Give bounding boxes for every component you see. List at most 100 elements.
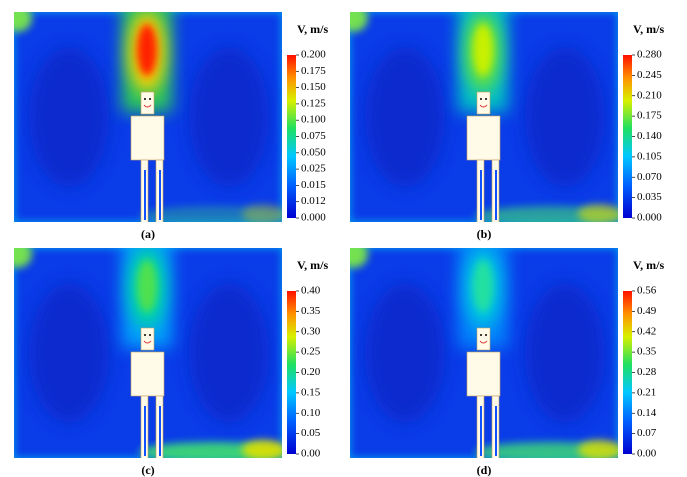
leg-gap <box>480 406 482 456</box>
vortex <box>525 283 605 423</box>
plume-core <box>137 260 157 312</box>
colorbar-tick-label: 0.20 <box>301 366 321 378</box>
panel-label: (d) <box>477 463 492 477</box>
head <box>140 91 155 115</box>
eye <box>149 98 151 100</box>
eye <box>144 334 146 336</box>
colorbar-tick-label: 0.07 <box>637 427 657 439</box>
colorbar-tick-label: 0.200 <box>301 49 326 61</box>
leg-gap <box>159 170 161 220</box>
colorbar-tick-label: 0.150 <box>301 81 326 93</box>
plume-core <box>473 24 493 76</box>
colorbar-tick-label: 0.35 <box>301 305 321 317</box>
eye <box>144 98 146 100</box>
field <box>350 12 618 222</box>
colorbar-tick-label: 0.012 <box>301 195 326 207</box>
vortex <box>29 47 109 187</box>
colorbar <box>287 291 296 454</box>
field <box>14 248 282 458</box>
colorbar-title: V, m/s <box>297 258 328 272</box>
colorbar-tick-label: 0.035 <box>637 191 662 203</box>
colorbar-tick-label: 0.000 <box>301 212 326 224</box>
leg-gap <box>495 406 497 456</box>
panel-label: (c) <box>141 463 154 477</box>
colorbar-tick-label: 0.280 <box>637 49 662 61</box>
colorbar-tick-label: 0.42 <box>637 325 656 337</box>
colorbar-tick-label: 0.05 <box>301 427 321 439</box>
eye <box>485 334 487 336</box>
colorbar-title: V, m/s <box>633 22 664 36</box>
colorbar-tick-label: 0.15 <box>301 386 321 398</box>
colorbar-title: V, m/s <box>297 22 328 36</box>
leg-gap <box>144 170 146 220</box>
floor-flow <box>242 204 282 222</box>
vortex <box>365 283 445 423</box>
vortex <box>525 47 605 187</box>
colorbar-tick-label: 0.175 <box>301 65 326 77</box>
colorbar <box>623 291 632 454</box>
colorbar-tick-label: 0.100 <box>301 114 326 126</box>
head <box>476 91 491 115</box>
colorbar-tick-label: 0.125 <box>301 97 326 109</box>
leg-gap <box>480 170 482 220</box>
colorbar-tick-label: 0.10 <box>301 407 321 419</box>
panel: V, m/s 0.280 0.245 0.210 0.175 0.140 0.105 0.07… <box>350 12 664 241</box>
corner-flow <box>350 248 368 268</box>
body <box>466 351 501 397</box>
leg-gap <box>159 406 161 456</box>
colorbar-tick-label: 0.40 <box>301 285 321 297</box>
field <box>14 12 282 222</box>
body <box>130 115 165 161</box>
vortex <box>189 283 269 423</box>
mouth <box>143 104 152 108</box>
colorbar <box>287 55 296 218</box>
corner-flow <box>350 12 368 32</box>
colorbar-tick-label: 0.210 <box>637 89 662 101</box>
panel: V, m/s 0.40 0.35 0.30 0.25 0.20 0.15 0.10 0.05 0.… <box>14 248 328 477</box>
colorbar-tick-label: 0.105 <box>637 150 662 162</box>
plume-core <box>137 24 157 76</box>
colorbar-tick-label: 0.025 <box>301 163 326 175</box>
colorbar-tick-label: 0.49 <box>637 305 657 317</box>
colorbar-tick-label: 0.14 <box>637 407 657 419</box>
panel: V, m/s 0.200 0.175 0.150 0.125 0.100 0.075 0.05… <box>14 12 328 241</box>
mouth <box>479 340 488 344</box>
mouth <box>143 340 152 344</box>
panel-label: (a) <box>141 227 155 241</box>
colorbar-tick-label: 0.25 <box>301 346 321 358</box>
head <box>476 327 491 351</box>
leg-gap <box>144 406 146 456</box>
colorbar-tick-label: 0.00 <box>301 448 321 460</box>
colorbar-tick-label: 0.070 <box>637 171 662 183</box>
colorbar-tick-label: 0.56 <box>637 285 657 297</box>
corner-flow <box>14 248 32 268</box>
colorbar-tick-label: 0.30 <box>301 325 321 337</box>
floor-flow <box>578 204 618 222</box>
colorbar-tick-label: 0.21 <box>637 386 656 398</box>
head <box>140 327 155 351</box>
leg-gap <box>495 170 497 220</box>
field <box>350 248 618 458</box>
vortex <box>365 47 445 187</box>
colorbar-title: V, m/s <box>633 258 664 272</box>
floor-flow <box>242 440 282 458</box>
colorbar-tick-label: 0.00 <box>637 448 657 460</box>
panel: V, m/s 0.56 0.49 0.42 0.35 0.28 0.21 0.14 0.07 0.… <box>350 248 664 477</box>
floor-flow <box>578 440 618 458</box>
plume-core <box>473 260 493 312</box>
panel-label: (b) <box>477 227 492 241</box>
colorbar-tick-label: 0.35 <box>637 346 657 358</box>
colorbar-tick-label: 0.140 <box>637 130 662 142</box>
colorbar-tick-label: 0.000 <box>637 212 662 224</box>
eye <box>149 334 151 336</box>
eye <box>480 98 482 100</box>
colorbar-tick-label: 0.050 <box>301 146 326 158</box>
colorbar <box>623 55 632 218</box>
eye <box>480 334 482 336</box>
body <box>130 351 165 397</box>
colorbar-tick-label: 0.175 <box>637 110 662 122</box>
corner-flow <box>14 12 32 32</box>
body <box>466 115 501 161</box>
colorbar-tick-label: 0.075 <box>301 130 326 142</box>
